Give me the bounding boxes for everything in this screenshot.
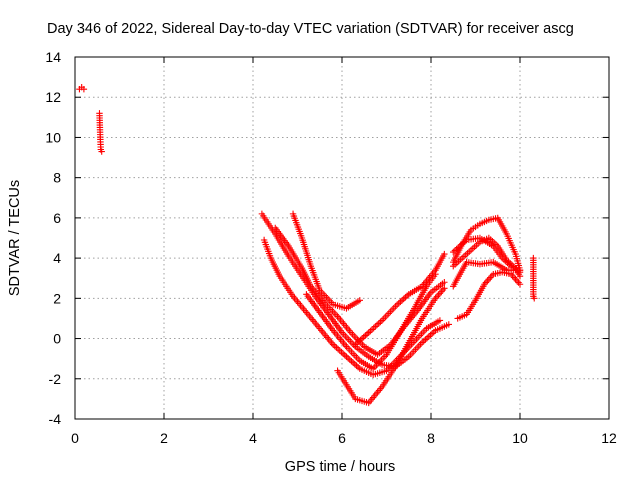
plus-marker — [395, 300, 402, 307]
y-tick-label: 2 — [53, 290, 61, 306]
plus-marker — [516, 266, 524, 274]
plus-marker — [360, 333, 367, 341]
plus-marker — [422, 336, 429, 343]
plus-marker — [441, 250, 448, 258]
grid — [75, 57, 609, 419]
y-tick-label: 14 — [45, 49, 61, 65]
y-axis-label: SDTVAR / TECUs — [7, 180, 23, 296]
x-axis-label: GPS time / hours — [285, 459, 395, 475]
plus-marker — [402, 294, 409, 301]
plus-marker — [515, 279, 522, 286]
y-tick-label: -2 — [49, 371, 62, 387]
plus-marker — [393, 301, 401, 309]
x-tick-labels: 0 2 4 6 8 10 12 — [71, 430, 617, 446]
x-tick-label: 8 — [427, 430, 435, 446]
plus-marker — [346, 356, 353, 363]
plus-marker — [428, 330, 436, 337]
y-tick-label: -4 — [49, 411, 62, 427]
plus-marker — [435, 291, 442, 299]
plus-marker — [338, 348, 345, 356]
y-tick-label: 10 — [45, 129, 61, 145]
plus-marker — [484, 277, 491, 285]
plus-marker — [353, 362, 360, 369]
plus-marker — [445, 321, 452, 328]
plus-marker — [341, 351, 348, 359]
series-arc-e — [303, 271, 439, 372]
plus-marker — [400, 295, 407, 303]
series-arc-g — [352, 250, 448, 348]
series-arc-h — [450, 214, 524, 274]
data-points — [76, 83, 538, 407]
x-tick-label: 0 — [71, 430, 79, 446]
plus-marker — [512, 276, 519, 283]
plus-marker — [333, 344, 340, 351]
plus-marker — [372, 323, 379, 330]
plus-marker — [441, 285, 448, 292]
plus-marker — [433, 293, 441, 300]
plus-marker — [365, 329, 372, 336]
series-arc-late — [530, 254, 538, 302]
chart-title: Day 346 of 2022, Sidereal Day-to-day VTE… — [47, 21, 574, 37]
series-arc-early-high — [76, 83, 88, 93]
plus-marker — [362, 332, 369, 339]
y-tick-label: 12 — [45, 89, 61, 105]
plus-marker — [423, 334, 431, 342]
plus-marker — [98, 148, 105, 155]
series-arc-c — [272, 224, 448, 358]
plus-marker — [436, 317, 444, 324]
plus-marker — [436, 290, 444, 297]
plus-marker — [377, 318, 384, 326]
plus-marker — [373, 321, 381, 329]
x-tick-label: 4 — [249, 430, 257, 446]
plus-marker — [510, 274, 518, 281]
y-tick-label: 6 — [53, 210, 61, 226]
plus-marker — [80, 85, 88, 93]
axis-ticks — [74, 56, 610, 420]
series-arc-d — [289, 210, 363, 312]
plus-marker — [485, 276, 493, 283]
y-tick-labels: -4 -2 0 2 4 6 8 10 12 14 — [45, 49, 61, 427]
plus-marker — [375, 320, 382, 327]
plus-marker — [349, 359, 357, 366]
plus-marker — [344, 354, 352, 362]
plus-marker — [441, 279, 448, 286]
plus-marker — [331, 342, 338, 350]
plus-marker — [348, 357, 355, 365]
plus-marker — [397, 298, 404, 306]
series-arc-f — [334, 285, 448, 407]
plus-marker — [363, 330, 371, 338]
x-tick-label: 10 — [512, 430, 528, 446]
series-arc-l — [450, 258, 524, 290]
plus-marker — [351, 360, 358, 368]
series-arc-b — [260, 236, 444, 378]
plus-marker — [368, 326, 376, 333]
series-arc-early-drop — [96, 110, 105, 155]
plus-marker — [356, 297, 363, 304]
plus-marker — [334, 345, 342, 353]
plus-marker — [427, 331, 434, 339]
x-tick-label: 12 — [601, 430, 617, 446]
x-tick-label: 6 — [338, 430, 346, 446]
plus-marker — [513, 277, 521, 285]
plus-marker — [516, 281, 524, 288]
x-tick-label: 2 — [160, 430, 168, 446]
y-tick-label: 8 — [53, 170, 61, 186]
plus-marker — [339, 350, 347, 357]
y-tick-label: 0 — [53, 331, 61, 347]
y-tick-label: 4 — [53, 250, 61, 266]
series-arc-k — [454, 268, 524, 322]
plus-marker — [487, 274, 494, 281]
plus-marker — [336, 347, 343, 354]
plus-marker — [367, 327, 374, 335]
plus-marker — [343, 353, 350, 360]
plus-marker — [370, 324, 377, 332]
plus-marker — [531, 295, 538, 302]
